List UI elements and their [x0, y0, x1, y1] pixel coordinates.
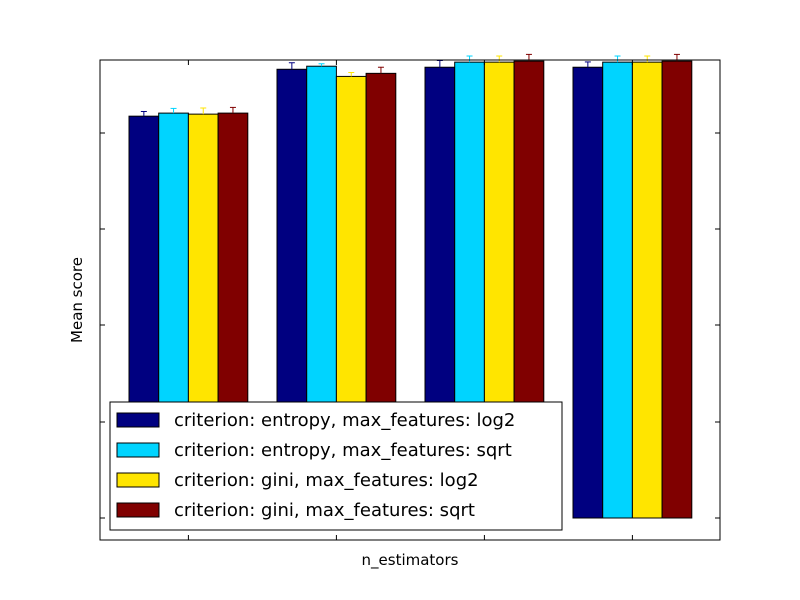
- legend-label-1: criterion: entropy, max_features: sqrt: [174, 440, 512, 461]
- error-bars-layer: [140, 53, 680, 117]
- y-axis-label: Mean score: [68, 257, 86, 343]
- legend-label-2: criterion: gini, max_features: log2: [174, 470, 479, 491]
- legend-label-0: criterion: entropy, max_features: log2: [174, 410, 515, 431]
- legend-swatch-0: [116, 412, 160, 428]
- legend-swatch-2: [116, 472, 160, 488]
- legend-swatch-1: [116, 442, 160, 458]
- ticks-layer: [100, 60, 720, 540]
- bar-s0-g3: [572, 66, 604, 519]
- legend-label-3: criterion: gini, max_features: sqrt: [174, 500, 475, 521]
- bar-s2-g3: [631, 61, 663, 519]
- bar-s3-g3: [661, 60, 693, 519]
- x-axis-label: n_estimators: [362, 551, 459, 570]
- legend: criterion: entropy, max_features: log2 c…: [109, 401, 563, 531]
- plot-frame: [99, 59, 721, 541]
- bar-s1-g3: [602, 61, 633, 519]
- legend-swatch-3: [116, 502, 160, 518]
- legend-frame: [109, 401, 563, 531]
